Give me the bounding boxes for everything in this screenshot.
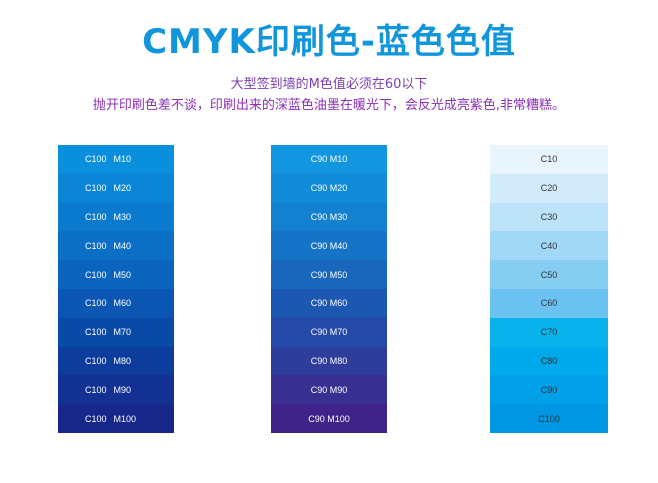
subtitle-line-2: 抛开印刷色差不谈，印刷出来的深蓝色油墨在暖光下，会反光成亮紫色,非常糟糕。 bbox=[92, 98, 566, 113]
swatch-label: C90 M10 bbox=[310, 154, 348, 165]
swatch-label: C40 bbox=[540, 240, 558, 251]
swatch-label: C80 bbox=[540, 355, 558, 366]
color-swatch: C100 M20 bbox=[58, 173, 174, 203]
swatch-label: C90 M100 bbox=[308, 413, 350, 424]
color-swatch: C50 bbox=[490, 260, 608, 289]
swatch-c-label: C100 bbox=[85, 327, 107, 338]
swatch-label: C30 bbox=[540, 211, 558, 222]
swatch-c-label: C100 bbox=[85, 384, 107, 395]
swatch-column-c90: C90 M10 C90 M20 C90 M30 C90 M40 C90 M50 … bbox=[271, 145, 387, 433]
swatch-c-label: C100 bbox=[85, 183, 107, 194]
page-title: CMYK印刷色-蓝色色值 bbox=[142, 22, 516, 62]
color-swatch: C90 M70 bbox=[271, 317, 387, 347]
color-swatch: C90 M80 bbox=[271, 346, 387, 376]
color-swatch: C100 M80 bbox=[58, 346, 174, 376]
swatch-c-label: C100 bbox=[85, 269, 107, 280]
swatch-c-label: C100 bbox=[85, 211, 107, 222]
swatch-label: C10 bbox=[540, 154, 558, 165]
subtitle-line-1: 大型签到墙的M色值必须在60以下 bbox=[230, 77, 428, 92]
swatch-label: C90 M70 bbox=[310, 327, 348, 338]
swatch-label: C20 bbox=[540, 183, 558, 194]
color-swatch: C90 M30 bbox=[271, 202, 387, 232]
swatch-label: C50 bbox=[540, 269, 558, 280]
swatch-label: C90 bbox=[540, 384, 558, 395]
color-swatch: C100 M60 bbox=[58, 288, 174, 318]
color-swatch: C100 M50 bbox=[58, 260, 174, 289]
color-swatch: C90 M20 bbox=[271, 173, 387, 203]
swatch-m-label: M40 bbox=[113, 240, 132, 251]
swatch-m-label: M80 bbox=[113, 355, 132, 366]
color-swatch: C30 bbox=[490, 202, 608, 232]
color-swatch: C80 bbox=[490, 346, 608, 376]
swatch-label: C90 M80 bbox=[310, 355, 348, 366]
swatch-label: C90 M30 bbox=[310, 211, 348, 222]
color-swatch: C90 M40 bbox=[271, 231, 387, 261]
swatch-label: C70 bbox=[540, 327, 558, 338]
color-swatch: C70 bbox=[490, 317, 608, 347]
swatch-label: C90 M20 bbox=[310, 183, 348, 194]
color-swatch: C100 M100 bbox=[58, 404, 174, 433]
color-swatch: C90 M60 bbox=[271, 288, 387, 318]
color-swatch: C90 M90 bbox=[271, 375, 387, 405]
swatch-m-label: M10 bbox=[113, 154, 132, 165]
swatch-c-label: C100 bbox=[85, 154, 107, 165]
swatch-column-c100: C100 M10 C100 M20 C100 M30 C100 M40 C100 M50 … bbox=[58, 145, 174, 433]
color-swatch: C100 M10 bbox=[58, 145, 174, 174]
color-swatch: C90 M100 bbox=[271, 404, 387, 433]
swatch-m-label: M70 bbox=[113, 327, 132, 338]
swatch-c-label: C100 bbox=[85, 298, 107, 309]
color-swatch: C100 M90 bbox=[58, 375, 174, 405]
swatch-m-label: M30 bbox=[113, 211, 132, 222]
swatch-m-label: M50 bbox=[113, 269, 132, 280]
color-swatch: C90 M50 bbox=[271, 260, 387, 289]
swatch-m-label: M90 bbox=[113, 384, 132, 395]
color-swatch: C100 M30 bbox=[58, 202, 174, 232]
color-swatch: C100 M70 bbox=[58, 317, 174, 347]
swatch-label: C60 bbox=[540, 298, 558, 309]
color-swatch: C60 bbox=[490, 288, 608, 318]
swatch-m-label: M100 bbox=[113, 413, 137, 424]
swatch-label: C100 bbox=[538, 413, 560, 424]
color-swatch: C20 bbox=[490, 173, 608, 203]
swatch-m-label: M20 bbox=[113, 183, 132, 194]
swatch-m-label: M60 bbox=[113, 298, 132, 309]
swatch-c-label: C100 bbox=[85, 355, 107, 366]
color-swatch: C90 M10 bbox=[271, 145, 387, 174]
swatch-column-cyan: C10 C20 C30 C40 C50 C60 C70 C80 C90 C100 bbox=[490, 145, 608, 433]
swatch-label: C90 M60 bbox=[310, 298, 348, 309]
swatch-label: C90 M90 bbox=[310, 384, 348, 395]
color-swatch: C100 bbox=[490, 404, 608, 433]
swatch-label: C90 M40 bbox=[310, 240, 348, 251]
swatch-c-label: C100 bbox=[85, 240, 107, 251]
swatch-c-label: C100 bbox=[85, 413, 107, 424]
swatch-label: C90 M50 bbox=[310, 269, 348, 280]
color-swatch: C100 M40 bbox=[58, 231, 174, 261]
color-swatch: C40 bbox=[490, 231, 608, 261]
color-swatch: C10 bbox=[490, 145, 608, 174]
color-swatch: C90 bbox=[490, 375, 608, 405]
